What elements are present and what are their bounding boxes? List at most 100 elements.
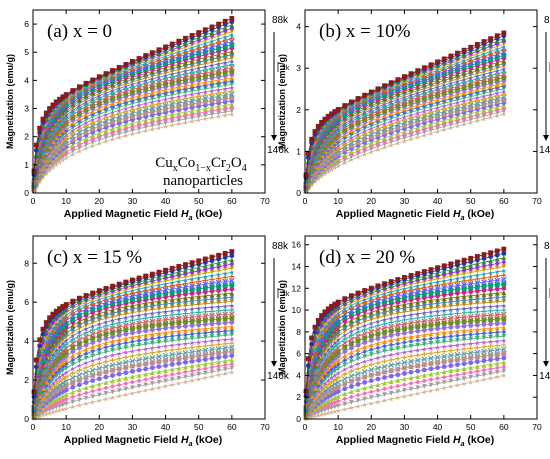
x-axis-label-unit: (kOe) [465, 434, 495, 446]
data-point [143, 97, 149, 103]
data-point [116, 341, 122, 347]
data-point [501, 351, 507, 357]
data-point [401, 119, 408, 126]
data-point [202, 27, 208, 33]
data-point [156, 88, 162, 94]
data-point [163, 339, 168, 344]
data-point [123, 91, 129, 97]
data-point [216, 350, 221, 356]
data-point [222, 31, 228, 37]
data-point [83, 390, 89, 396]
data-point [474, 368, 480, 374]
data-point [216, 372, 221, 378]
data-point [169, 58, 175, 64]
data-point [402, 317, 407, 323]
data-point [110, 126, 115, 132]
data-point [130, 277, 135, 283]
data-point [130, 104, 135, 110]
data-point [196, 322, 202, 328]
data-point [229, 336, 235, 342]
data-point [222, 328, 228, 334]
data-point [461, 107, 467, 112]
data-point [149, 109, 155, 115]
data-point [143, 124, 149, 130]
data-point [441, 100, 447, 106]
data-point [362, 364, 368, 369]
data-point [116, 296, 122, 302]
data-point [395, 372, 401, 378]
series-116K [303, 69, 507, 191]
data-point [53, 142, 59, 148]
data-point [90, 335, 96, 341]
formula-element: Co [178, 155, 196, 171]
data-point [156, 101, 162, 107]
data-point [202, 289, 208, 295]
data-point [209, 360, 215, 366]
data-point [355, 119, 361, 125]
data-point [123, 392, 129, 398]
data-point [77, 367, 82, 373]
x-tick-label: 70 [532, 196, 542, 206]
data-point [189, 97, 195, 104]
data-point [116, 360, 122, 367]
data-point [501, 52, 507, 58]
data-point [47, 140, 52, 146]
data-point [481, 39, 487, 44]
data-point [169, 80, 175, 85]
data-point [77, 312, 82, 318]
data-point [83, 326, 89, 332]
data-point [163, 368, 168, 373]
data-point [77, 115, 82, 121]
data-point [176, 311, 182, 317]
data-point [57, 138, 62, 144]
data-point [222, 316, 228, 322]
data-point [53, 384, 60, 391]
data-point [169, 372, 175, 377]
data-point [382, 118, 387, 124]
x-tick-label: 10 [61, 196, 71, 206]
data-point [202, 347, 209, 354]
data-point [494, 44, 500, 49]
data-point [63, 338, 69, 344]
data-point [468, 370, 474, 375]
series-134K [31, 91, 235, 193]
data-point [395, 114, 401, 119]
data-point [481, 64, 487, 69]
data-point [195, 48, 202, 54]
data-point [103, 138, 109, 144]
data-point [222, 307, 228, 313]
data-point [96, 311, 102, 316]
data-point [83, 142, 89, 148]
data-point [60, 376, 66, 382]
data-point [441, 71, 447, 77]
data-point [176, 61, 182, 67]
formula-subscript: 2 [226, 163, 231, 174]
data-point [215, 93, 222, 100]
data-point [136, 367, 142, 373]
data-point [474, 322, 480, 328]
data-point [189, 72, 195, 79]
x-tick-label: 60 [227, 196, 237, 206]
data-point [474, 65, 480, 71]
data-point [441, 103, 447, 109]
y-tick-label: 6 [24, 19, 29, 29]
data-point [169, 290, 175, 295]
data-point [455, 108, 460, 114]
data-point [395, 331, 401, 337]
data-point [57, 403, 62, 409]
data-point [209, 288, 215, 294]
data-point [136, 105, 142, 111]
data-point [362, 288, 368, 293]
data-point [103, 118, 109, 124]
data-point [481, 296, 487, 302]
data-point [494, 68, 500, 74]
data-point [355, 127, 361, 132]
data-point [461, 77, 467, 83]
data-point [481, 116, 487, 122]
data-point [53, 325, 59, 330]
data-point [349, 384, 354, 389]
data-point [60, 123, 66, 129]
data-point [176, 337, 182, 343]
data-point [216, 333, 221, 339]
data-point [222, 354, 228, 359]
